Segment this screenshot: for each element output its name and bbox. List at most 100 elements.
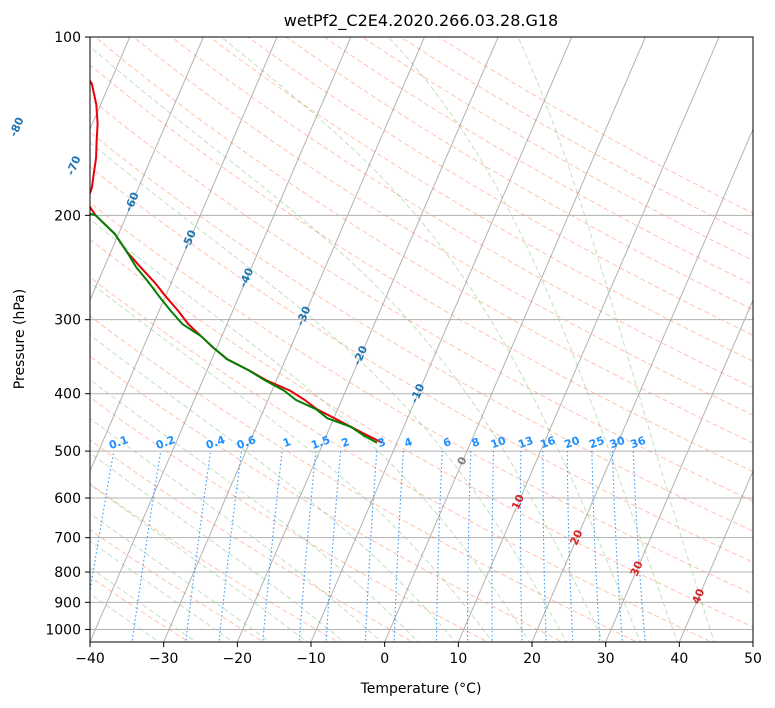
x-tick-label: 10 xyxy=(449,651,467,667)
temperature-label: 30 xyxy=(628,559,646,579)
temperature-label: 0 xyxy=(455,455,470,467)
y-tick-label: 200 xyxy=(54,208,81,224)
isotherm-label: -10 xyxy=(408,381,428,405)
isotherm-line xyxy=(384,37,646,642)
x-tick-label: −20 xyxy=(223,651,253,667)
y-tick-label: 900 xyxy=(54,595,81,611)
isotherm-line xyxy=(605,298,753,642)
mixing-ratio-line xyxy=(542,451,547,642)
mixing-ratio-label: 4 xyxy=(402,435,414,450)
mixing-ratio-label: 25 xyxy=(587,434,606,451)
dry-adiabat xyxy=(362,37,753,262)
mixing-ratio-label: 10 xyxy=(489,434,508,452)
isotherm-label: -20 xyxy=(350,343,370,367)
mixing-ratio-line xyxy=(325,451,342,642)
mixing-ratio-line xyxy=(591,451,601,642)
y-tick-label: 600 xyxy=(54,491,81,507)
dewpoint-profile-line xyxy=(90,212,378,444)
dry-adiabat xyxy=(90,166,753,563)
mixing-ratio-line xyxy=(364,451,378,642)
isotherm-line xyxy=(310,37,573,642)
dry-adiabat xyxy=(285,37,753,311)
x-axis-label: Temperature (°C) xyxy=(360,681,482,697)
dry-adiabat xyxy=(90,528,265,642)
mixing-ratio-label: 16 xyxy=(538,434,557,452)
isotherm-line xyxy=(90,37,278,473)
mixing-ratio-label: 36 xyxy=(629,434,648,452)
isotherm-label: -50 xyxy=(179,228,199,252)
mixing-ratio-line xyxy=(90,451,115,595)
isotherm-label: -40 xyxy=(237,266,257,290)
plot-frame xyxy=(89,36,754,643)
y-tick-label: 500 xyxy=(54,444,81,460)
mixing-ratio-label: 0.6 xyxy=(235,433,258,452)
isotherm-line xyxy=(90,37,204,302)
dry-adiabat xyxy=(90,97,753,502)
temperature-label: 20 xyxy=(568,528,586,548)
mixing-ratio-label: 0.2 xyxy=(154,433,177,452)
dry-adiabat xyxy=(90,131,753,532)
isotherm-line xyxy=(457,37,720,642)
temperature-label: 10 xyxy=(509,492,527,512)
isotherm-line xyxy=(236,37,499,642)
y-tick-label: 100 xyxy=(54,30,81,46)
moist-adiabat xyxy=(90,452,345,642)
moist-adiabat xyxy=(90,218,531,642)
y-axis-label: Pressure (hPa) xyxy=(12,289,28,389)
isotherm-label: -80 xyxy=(7,115,27,139)
chart-title: wetPf2_C2E4.2020.266.03.28.G18 xyxy=(284,11,558,31)
x-tick-label: −10 xyxy=(296,651,326,667)
y-tick-label: 400 xyxy=(54,387,81,403)
dry-adiabat xyxy=(90,202,753,595)
mixing-ratio-label: 0.4 xyxy=(204,433,227,452)
moist-adiabat xyxy=(90,512,271,642)
mixing-ratio-label: 1 xyxy=(281,435,293,450)
mixing-ratio-label: 2 xyxy=(340,435,352,450)
isotherm-line xyxy=(531,128,753,642)
dry-adiabat xyxy=(90,483,340,642)
mixing-ratio-label: 0.1 xyxy=(107,433,130,452)
isotherm-line xyxy=(678,469,753,642)
x-tick-label: −40 xyxy=(75,651,105,667)
dry-adiabat xyxy=(90,276,713,642)
mixing-ratio-line xyxy=(491,451,495,642)
mixing-ratio-line xyxy=(393,451,404,642)
mixing-ratio-line xyxy=(566,451,574,642)
dry-adiabat xyxy=(209,37,753,362)
x-tick-label: 30 xyxy=(597,651,615,667)
x-tick-label: 50 xyxy=(744,651,762,667)
temperature-label: 40 xyxy=(689,586,707,606)
x-tick-label: 40 xyxy=(670,651,688,667)
dry-adiabat xyxy=(323,37,753,286)
x-tick-label: 20 xyxy=(523,651,541,667)
isotherm-line xyxy=(90,37,131,131)
mixing-ratio-line xyxy=(466,451,472,642)
isotherm-label: -60 xyxy=(122,190,142,214)
isotherm-line xyxy=(90,37,352,642)
mixing-ratio-label: 1.5 xyxy=(309,433,332,452)
dry-adiabat xyxy=(90,396,489,642)
mixing-ratio-label: 6 xyxy=(441,435,453,450)
moist-adiabat xyxy=(90,540,234,642)
mixing-ratio-label: 30 xyxy=(608,434,627,452)
mixing-ratio-line xyxy=(435,451,443,642)
moist-adiabat xyxy=(90,334,456,642)
moist-adiabat xyxy=(220,37,642,642)
dry-adiabat xyxy=(171,37,753,389)
mixing-ratio-line xyxy=(218,451,243,642)
mixing-ratio-line xyxy=(632,451,646,642)
dry-adiabat xyxy=(247,37,753,336)
y-tick-label: 1000 xyxy=(45,622,81,638)
dry-adiabat xyxy=(94,37,753,444)
moist-adiabat xyxy=(90,45,605,642)
moist-adiabat xyxy=(90,141,568,642)
isotherm-label: -70 xyxy=(64,154,84,178)
dry-adiabat xyxy=(90,439,414,642)
moist-adiabat xyxy=(90,483,308,642)
mixing-ratio-label: 8 xyxy=(470,435,482,450)
dry-adiabat xyxy=(90,238,753,628)
isotherm-line xyxy=(752,640,753,642)
temperature-profile-line xyxy=(90,79,383,444)
dry-adiabat xyxy=(90,315,639,642)
